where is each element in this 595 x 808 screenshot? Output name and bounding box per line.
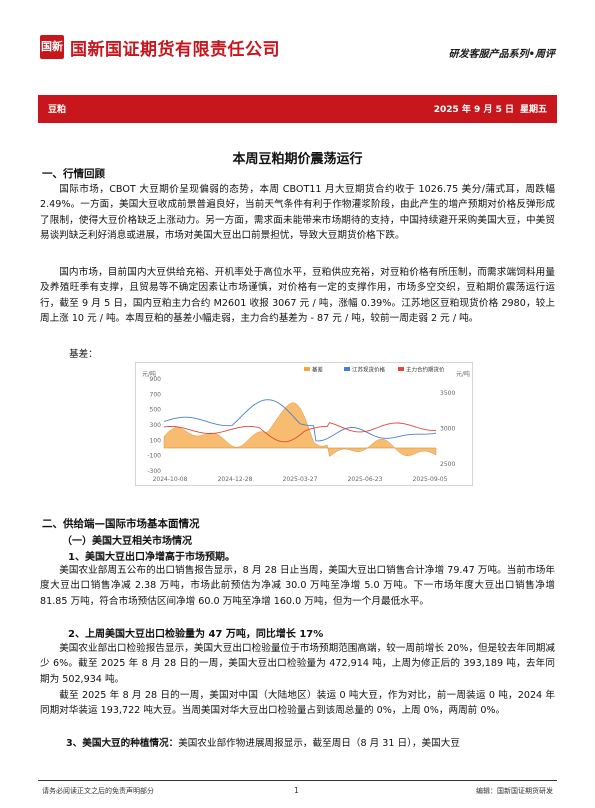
legend-label-0: 基差 (312, 366, 324, 374)
subsection-heading-us: （一）美国大豆相关市场情况 (62, 536, 192, 547)
footer-editor: 编辑：国新国证期货研发 (476, 787, 553, 795)
left-tick-label: -300 (147, 468, 161, 475)
right-tick-label: 3500 (440, 390, 455, 397)
header-bar (38, 95, 557, 123)
section-heading-supply: 二、供给端—国际市场基本面情况 (42, 518, 200, 530)
item3-text: 美国农业部作物进展周报显示，截至周日（8 月 31 日），美国大豆 (178, 738, 460, 749)
page-title: 本周豆粕期价震荡运行 (232, 152, 363, 167)
legend-swatch-2 (398, 367, 404, 371)
legend-label-2: 主力合约期货价 (406, 366, 445, 374)
left-tick-label: -100 (147, 453, 161, 460)
legend-swatch-0 (304, 367, 310, 371)
right-tick-label: 3000 (440, 426, 455, 433)
left-axis-unit: 元/吨 (142, 370, 156, 378)
paragraph-international: 国际市场，CBOT 大豆期价呈现偏弱的态势，本周 CBOT11 月大豆期货合约收… (40, 184, 555, 242)
left-tick-label: 300 (150, 422, 162, 429)
basis-chart-svg: 基差 江苏现货价格 主力合约期货价 900 700 500 300 100 -100 -300 元… (142, 366, 470, 484)
series-futures-line (163, 422, 437, 443)
paragraph-china-shipments: 截至 2025 年 8 月 28 日的一周，美国对中国（大陆地区）装运 0 吨大… (40, 690, 555, 717)
paragraph-domestic: 国内市场，目前国内大豆供给充裕、开机率处于高位水平，豆粕供应充裕，对豆粕价格有所… (40, 267, 555, 325)
series-title: 研发客服产品系列•周评 (448, 49, 555, 60)
basis-label: 基差： (69, 349, 98, 360)
section-heading-review: 一、行情回顾 (42, 168, 105, 180)
company-logo-icon: 国新 (40, 35, 64, 59)
x-tick-label: 2025-06-23 (348, 476, 383, 483)
series-basis-area (163, 402, 437, 457)
item2-title: 2、上周美国大豆出口检验量为 47 万吨，同比增长 17% (68, 629, 324, 640)
company-name: 国新国证期货有限责任公司 (70, 40, 280, 60)
left-tick-label: 900 (150, 376, 162, 383)
left-tick-label: 500 (150, 407, 162, 414)
right-tick-label: 2500 (440, 461, 455, 468)
page-number: 1 (294, 786, 299, 795)
basis-chart: 基差 江苏现货价格 主力合约期货价 900 700 500 300 100 -100 -300 元… (135, 362, 473, 486)
footer-divider (38, 780, 557, 781)
left-tick-label: 100 (150, 437, 162, 444)
paragraph-export-inspection: 美国农业部出口检验报告显示，美国大豆出口检验量位于市场预期范围高端，较一周前增长… (40, 643, 555, 685)
date-text: 2025 年 9 月 5 日 (433, 105, 514, 115)
x-tick-label: 2025-03-27 (283, 476, 318, 483)
left-tick-label: 700 (150, 391, 162, 398)
paragraph-export-sales: 美国农业部周五公布的出口销售报告显示，8 月 28 日止当周，美国大豆出口销售合… (40, 565, 555, 607)
item3-line: 3、美国大豆的种植情况：美国农业部作物进展周报显示，截至周日（8 月 31 日）… (66, 735, 556, 749)
x-tick-label: 2024-12-28 (218, 476, 253, 483)
report-date: 2025 年 9 月 5 日星期五 (428, 102, 547, 115)
report-category: 豆粕 (48, 105, 67, 115)
series-spot-line (163, 399, 437, 442)
legend-swatch-1 (344, 367, 350, 371)
item3-title: 3、美国大豆的种植情况： (66, 738, 179, 749)
right-axis-unit: 元/吨 (456, 370, 470, 378)
x-tick-label: 2025-09-05 (413, 476, 448, 483)
item1-title: 1、美国大豆出口净增高于市场预期。 (68, 552, 235, 563)
footer-disclaimer: 请务必阅读正文之后的免责声明部分 (42, 787, 154, 795)
weekday-text: 星期五 (519, 105, 547, 115)
x-tick-label: 2024-10-08 (153, 476, 188, 483)
legend-label-1: 江苏现货价格 (352, 366, 386, 374)
